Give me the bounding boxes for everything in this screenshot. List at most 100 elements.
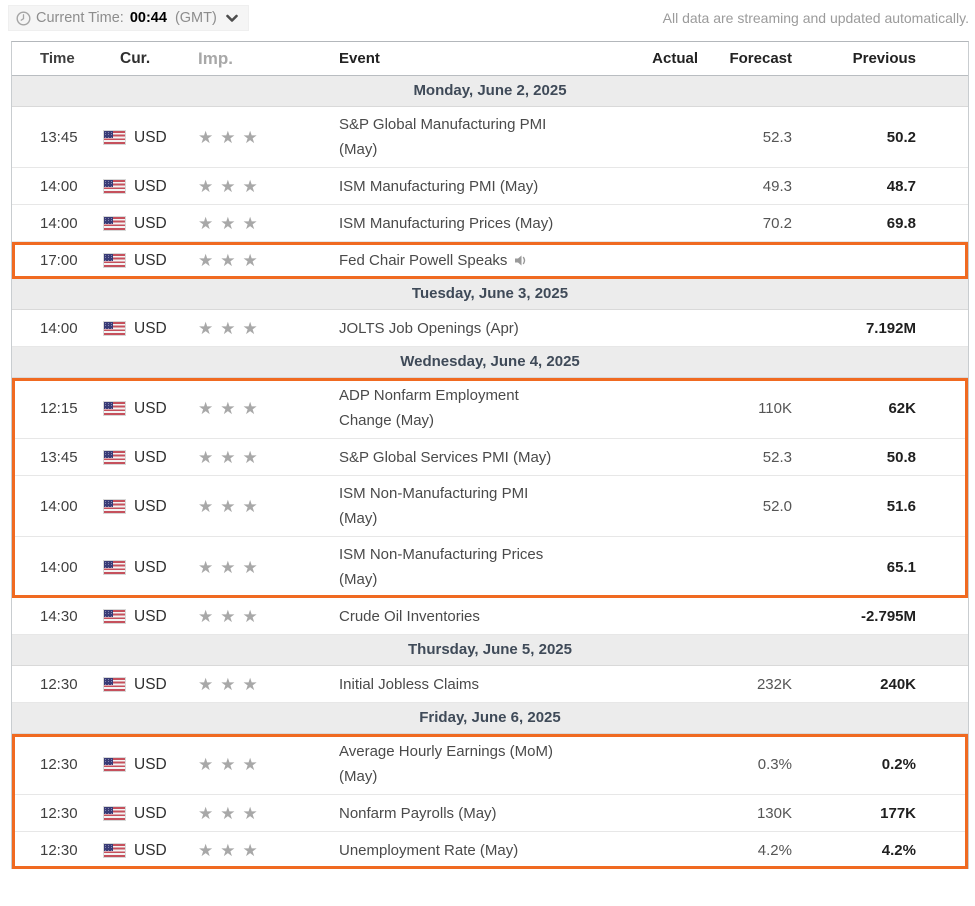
event-row[interactable]: 12:30 USD ★★★ Nonfarm Payrolls (May) 130K 177… [12,795,968,832]
us-flag-icon [104,179,125,193]
event-currency: USD [92,174,188,199]
currency-label: USD [134,558,167,576]
event-row[interactable]: 13:45 USD ★★★ S&P Global Manufacturing PMI … [12,107,968,168]
event-row[interactable]: 14:00 USD ★★★ ISM Manufacturing Prices (May… [12,205,968,242]
event-name[interactable]: Unemployment Rate (May) [339,841,519,859]
event-currency: USD [92,494,188,519]
currency-label: USD [134,214,167,232]
us-flag-icon [104,609,125,623]
chevron-down-icon[interactable] [226,14,238,23]
event-name[interactable]: S&P Global Services PMI (May) [339,448,552,466]
event-time: 17:00 [40,251,78,269]
event-row[interactable]: 14:00 USD ★★★ ISM Manufacturing PMI (May) 49… [12,168,968,205]
currency-label: USD [134,607,167,625]
day-header: Friday, June 6, 2025 [12,703,968,734]
event-time: 12:30 [40,675,78,693]
table-body: Monday, June 2, 2025 13:45 USD ★★★ S&P Globa… [12,76,968,869]
event-currency: USD [92,838,188,863]
us-flag-icon [104,757,125,771]
event-time: 14:00 [40,177,78,195]
event-row[interactable]: 17:00 USD ★★★ Fed Chair Powell Speaks [12,242,968,279]
importance-stars: ★★★ [198,447,265,467]
us-flag-icon [104,401,125,415]
importance-stars: ★★★ [198,606,265,626]
event-row[interactable]: 14:00 USD ★★★ ISM Non-Manufacturing PMI (Ma… [12,476,968,537]
event-name[interactable]: Initial Jobless Claims [339,675,480,693]
forecast-value: 52.3 [762,448,792,466]
event-currency: USD [92,125,188,150]
forecast-value: 52.0 [762,497,792,515]
event-row[interactable]: 14:00 USD ★★★ JOLTS Job Openings (Apr) 7.192… [12,310,968,347]
event-name[interactable]: ISM Non-Manufacturing PMI (May) [339,485,529,527]
previous-value: 51.6 [886,497,916,515]
us-flag-icon [104,806,125,820]
day-header: Tuesday, June 3, 2025 [12,279,968,310]
current-time-value: 00:44 [129,10,167,26]
us-flag-icon [104,216,125,230]
event-time: 12:30 [40,804,78,822]
event-name[interactable]: Crude Oil Inventories [339,607,480,625]
col-header-time: Time [40,50,75,67]
event-time: 13:45 [40,448,78,466]
event-time: 12:30 [40,841,78,859]
event-time: 14:30 [40,607,78,625]
current-time-selector[interactable]: Current Time: 00:44 (GMT) [8,5,249,31]
importance-stars: ★★★ [198,754,265,774]
event-row[interactable]: 14:00 USD ★★★ ISM Non-Manufacturing Prices … [12,537,968,598]
event-name[interactable]: Fed Chair Powell Speaks [323,248,643,273]
day-header: Wednesday, June 4, 2025 [12,347,968,378]
currency-label: USD [134,251,167,269]
event-currency: USD [92,396,188,421]
col-header-forecast: Forecast [729,50,792,67]
event-time: 14:00 [40,319,78,337]
importance-stars: ★★★ [198,496,265,516]
col-header-previous: Previous [852,50,916,67]
event-time: 14:00 [40,497,78,515]
currency-label: USD [134,177,167,195]
event-currency: USD [92,752,188,777]
event-row[interactable]: 12:30 USD ★★★ Average Hourly Earnings (MoM)… [12,734,968,795]
previous-value: 50.8 [886,448,916,466]
event-name[interactable]: ADP Nonfarm Employment Change (May) [339,387,519,429]
highlighted-events-group: 12:30 USD ★★★ Average Hourly Earnings (MoM)… [12,734,968,869]
clock-icon [16,10,31,26]
event-name[interactable]: S&P Global Manufacturing PMI (May) [339,116,547,158]
previous-value: 65.1 [886,558,916,576]
currency-label: USD [134,448,167,466]
importance-stars: ★★★ [198,840,265,860]
previous-value: 69.8 [886,214,916,232]
us-flag-icon [104,450,125,464]
event-name[interactable]: Nonfarm Payrolls (May) [339,804,497,822]
forecast-value: 49.3 [762,177,792,195]
event-name[interactable]: JOLTS Job Openings (Apr) [339,319,519,337]
event-currency: USD [92,211,188,236]
highlighted-events-group: 12:15 USD ★★★ ADP Nonfarm Employment Change… [12,378,968,598]
currency-label: USD [134,497,167,515]
forecast-value: 4.2% [757,841,792,859]
event-time: 12:30 [40,755,78,773]
event-row[interactable]: 12:30 USD ★★★ Initial Jobless Claims 232K 240… [12,666,968,703]
event-name[interactable]: ISM Non-Manufacturing Prices (May) [339,546,544,588]
col-header-event: Event [339,50,380,67]
forecast-value: 232K [756,675,792,693]
importance-stars: ★★★ [198,803,265,823]
streaming-note: All data are streaming and updated autom… [662,10,969,26]
table-header-row: Time Cur. Imp. Event Actual Forecast Pre… [12,42,968,76]
event-name[interactable]: Average Hourly Earnings (MoM) (May) [339,743,553,785]
forecast-value: 52.3 [762,128,792,146]
importance-stars: ★★★ [198,213,265,233]
event-name[interactable]: ISM Manufacturing Prices (May) [339,214,554,232]
speaker-icon[interactable] [514,254,529,267]
previous-value: 62K [888,399,916,417]
day-header: Thursday, June 5, 2025 [12,635,968,666]
event-row[interactable]: 13:45 USD ★★★ S&P Global Services PMI (May)… [12,439,968,476]
currency-label: USD [134,804,167,822]
event-time: 14:00 [40,214,78,232]
event-currency: USD [92,801,188,826]
event-row[interactable]: 12:15 USD ★★★ ADP Nonfarm Employment Change… [12,378,968,439]
event-row[interactable]: 14:30 USD ★★★ Crude Oil Inventories -2.795M [12,598,968,635]
event-name[interactable]: ISM Manufacturing PMI (May) [339,177,539,195]
event-currency: USD [92,604,188,629]
event-row[interactable]: 12:30 USD ★★★ Unemployment Rate (May) 4.2% 4.… [12,832,968,869]
event-time: 12:15 [40,399,78,417]
